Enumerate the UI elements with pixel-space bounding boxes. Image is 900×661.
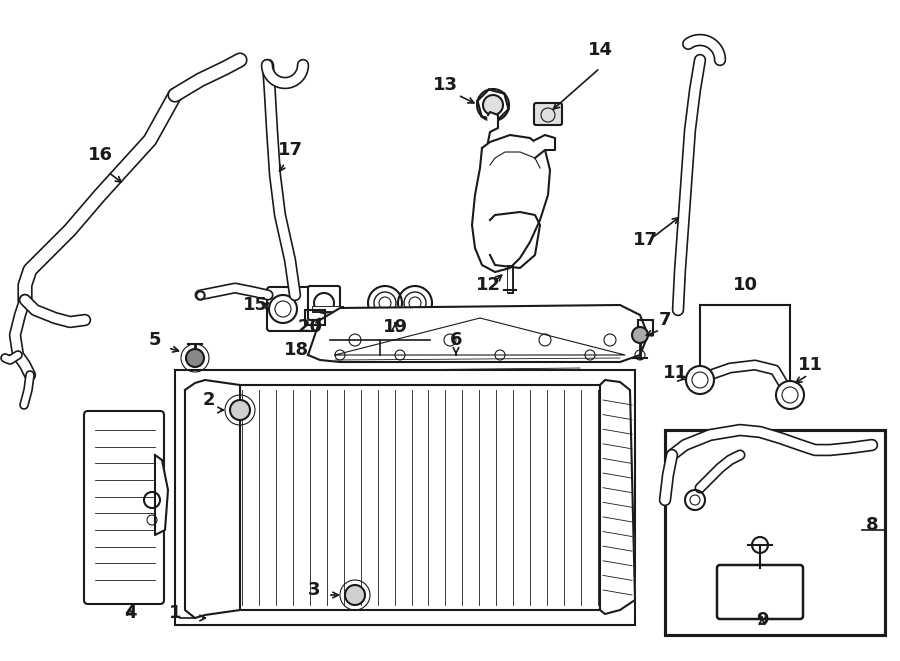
FancyBboxPatch shape bbox=[84, 411, 164, 604]
Polygon shape bbox=[600, 380, 635, 614]
Text: 15: 15 bbox=[242, 296, 267, 314]
Circle shape bbox=[632, 327, 648, 343]
Text: 13: 13 bbox=[433, 76, 457, 94]
Text: 7: 7 bbox=[659, 311, 671, 329]
FancyBboxPatch shape bbox=[534, 103, 562, 125]
Circle shape bbox=[483, 95, 503, 115]
Bar bbox=[665, 430, 885, 635]
Circle shape bbox=[776, 381, 804, 409]
Text: 2: 2 bbox=[202, 391, 215, 409]
FancyBboxPatch shape bbox=[717, 565, 803, 619]
Text: 17: 17 bbox=[277, 141, 302, 159]
Text: 18: 18 bbox=[284, 341, 310, 359]
Text: 9: 9 bbox=[756, 611, 769, 629]
Polygon shape bbox=[488, 112, 498, 142]
Text: 16: 16 bbox=[87, 146, 112, 164]
FancyBboxPatch shape bbox=[308, 286, 340, 320]
Polygon shape bbox=[155, 455, 168, 535]
Text: 11: 11 bbox=[797, 356, 823, 374]
Text: 4: 4 bbox=[124, 604, 136, 622]
Circle shape bbox=[345, 585, 365, 605]
Circle shape bbox=[379, 297, 391, 309]
Bar bbox=[175, 370, 635, 625]
FancyBboxPatch shape bbox=[267, 287, 318, 331]
Circle shape bbox=[409, 297, 421, 309]
Text: 20: 20 bbox=[298, 318, 322, 336]
Text: 6: 6 bbox=[450, 331, 463, 349]
Text: 17: 17 bbox=[633, 231, 658, 249]
Text: 19: 19 bbox=[382, 318, 408, 336]
Polygon shape bbox=[490, 212, 540, 268]
Text: 11: 11 bbox=[662, 364, 688, 382]
Text: 14: 14 bbox=[588, 41, 613, 59]
Bar bbox=[240, 385, 600, 610]
Polygon shape bbox=[535, 135, 555, 158]
Text: 1: 1 bbox=[169, 604, 181, 622]
Bar bbox=[638, 320, 653, 335]
Polygon shape bbox=[472, 135, 550, 272]
Text: 3: 3 bbox=[308, 581, 320, 599]
Circle shape bbox=[230, 400, 250, 420]
Bar bbox=[305, 310, 325, 325]
Polygon shape bbox=[185, 380, 240, 618]
Text: 8: 8 bbox=[866, 516, 878, 534]
Text: 12: 12 bbox=[475, 276, 500, 294]
Circle shape bbox=[686, 366, 714, 394]
Polygon shape bbox=[308, 305, 648, 362]
Text: 10: 10 bbox=[733, 276, 758, 294]
Circle shape bbox=[186, 349, 204, 367]
Text: 5: 5 bbox=[148, 331, 161, 349]
